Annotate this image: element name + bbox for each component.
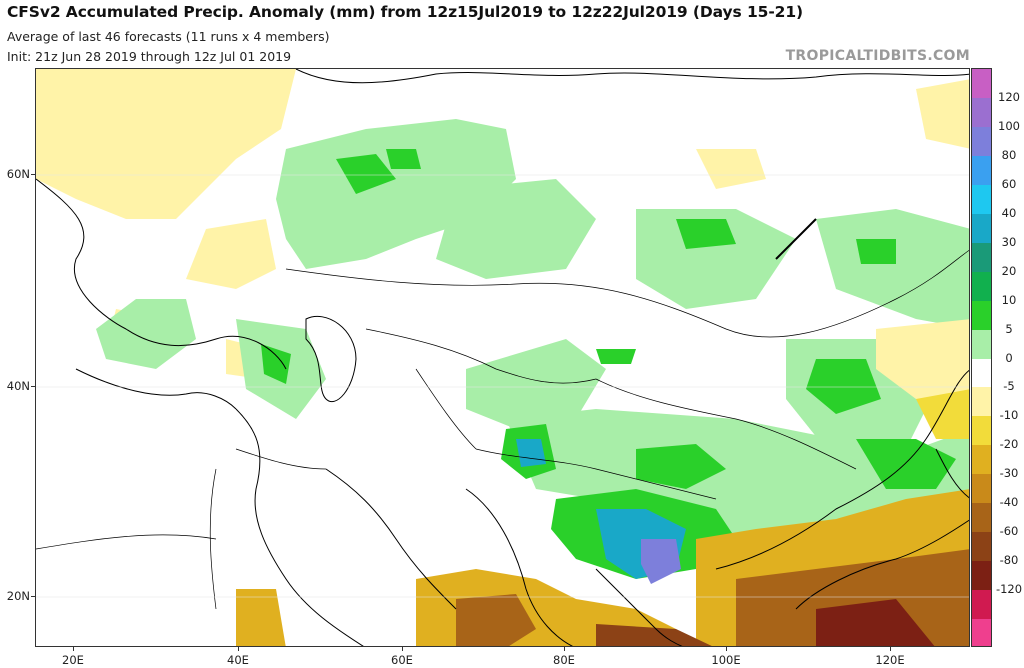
colorbar-segment	[972, 619, 991, 646]
colorbar-segment	[972, 97, 991, 128]
precip-anomaly-map	[35, 68, 970, 647]
colorbar-label: 5	[1005, 321, 1013, 336]
colorbar-segment	[972, 561, 991, 592]
anomaly-shading	[36, 69, 969, 646]
colorbar-label: -80	[999, 553, 1019, 568]
colorbar-label: -30	[999, 466, 1019, 481]
colorbar-segment	[972, 503, 991, 534]
colorbar-label: -40	[999, 495, 1019, 510]
colorbar-segment	[972, 155, 991, 186]
political-borders	[36, 249, 969, 610]
colorbar	[971, 68, 992, 647]
colorbar-label: 120	[998, 89, 1020, 104]
colorbar-segment	[972, 69, 991, 99]
map-subtitle-init: Init: 21z Jun 28 2019 through 12z Jul 01…	[7, 49, 292, 64]
colorbar-label: -60	[999, 524, 1019, 539]
colorbar-label: 60	[1001, 176, 1017, 191]
colorbar-segment	[972, 213, 991, 244]
colorbar-segment	[972, 184, 991, 215]
colorbar-segment	[972, 358, 991, 389]
lon-tick-100e	[726, 647, 727, 651]
colorbar-label: -10	[999, 408, 1019, 423]
colorbar-label: -20	[999, 437, 1019, 452]
colorbar-segment	[972, 387, 991, 418]
colorbar-label: 80	[1001, 147, 1017, 162]
colorbar-segment	[972, 445, 991, 476]
colorbar-segment	[972, 329, 991, 360]
map-subtitle-ensemble: Average of last 46 forecasts (11 runs x …	[7, 29, 330, 44]
colorbar-segment	[972, 590, 991, 621]
map-canvas	[36, 69, 969, 646]
lon-label-100e: 100E	[711, 653, 741, 667]
lat-tick-20	[31, 596, 35, 597]
colorbar-segment	[972, 271, 991, 302]
lon-tick-20e	[73, 647, 74, 651]
lat-label-60n: 60N	[6, 167, 30, 181]
lon-tick-40e	[238, 647, 239, 651]
lat-label-20n: 20N	[6, 589, 30, 603]
colorbar-label: -120	[995, 582, 1023, 597]
lat-tick-60	[31, 174, 35, 175]
lon-tick-60e	[402, 647, 403, 651]
colorbar-label: 20	[1001, 263, 1017, 278]
lat-label-40n: 40N	[6, 379, 30, 393]
lat-tick-40	[31, 386, 35, 387]
colorbar-label: 30	[1001, 234, 1017, 249]
colorbar-label: -5	[1003, 379, 1015, 394]
lon-label-20e: 20E	[62, 653, 84, 667]
colorbar-segment	[972, 416, 991, 447]
colorbar-segment	[972, 300, 991, 331]
lon-label-80e: 80E	[553, 653, 575, 667]
map-title: CFSv2 Accumulated Precip. Anomaly (mm) f…	[7, 3, 804, 21]
lon-tick-120e	[890, 647, 891, 651]
graticule	[36, 174, 969, 598]
coastlines	[36, 69, 969, 646]
colorbar-segment	[972, 242, 991, 273]
colorbar-label: 0	[1005, 350, 1013, 365]
lon-tick-80e	[564, 647, 565, 651]
lon-label-40e: 40E	[227, 653, 249, 667]
lon-label-60e: 60E	[391, 653, 413, 667]
colorbar-segment	[972, 474, 991, 505]
colorbar-segment	[972, 126, 991, 157]
brand-watermark: TROPICALTIDBITS.COM	[785, 48, 970, 64]
lon-label-120e: 120E	[875, 653, 905, 667]
colorbar-segment	[972, 532, 991, 563]
colorbar-label: 100	[998, 118, 1020, 133]
colorbar-label: 10	[1001, 292, 1017, 307]
colorbar-label: 40	[1001, 205, 1017, 220]
